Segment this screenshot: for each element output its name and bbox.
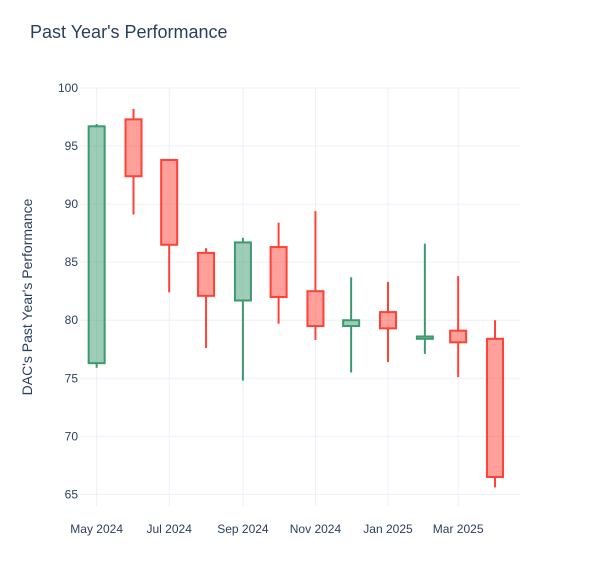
candle-body bbox=[197, 251, 216, 297]
candle-decreasing bbox=[486, 320, 505, 488]
candle-body bbox=[486, 337, 505, 478]
y-tick-label: 90 bbox=[65, 197, 79, 211]
candle-body bbox=[415, 335, 434, 340]
y-tick-label: 80 bbox=[65, 313, 79, 327]
candle-decreasing bbox=[124, 108, 143, 215]
candle-decreasing bbox=[379, 281, 397, 363]
x-tick-label: Nov 2024 bbox=[290, 522, 342, 536]
candle-body bbox=[124, 118, 143, 178]
candle-decreasing bbox=[449, 276, 468, 378]
candle-body bbox=[87, 125, 106, 365]
x-tick-label: Jul 2024 bbox=[147, 522, 193, 536]
candle-increasing bbox=[415, 243, 434, 354]
x-tick-label: Mar 2025 bbox=[433, 522, 484, 536]
candle-body bbox=[449, 329, 468, 344]
x-tick-label: Jan 2025 bbox=[363, 522, 413, 536]
x-tick-label: Sep 2024 bbox=[217, 522, 269, 536]
y-tick-label: 65 bbox=[65, 487, 79, 501]
chart-title: Past Year's Performance bbox=[30, 22, 228, 42]
candle-increasing bbox=[233, 237, 252, 381]
x-tick-label: May 2024 bbox=[70, 522, 123, 536]
candle-decreasing bbox=[197, 248, 216, 349]
y-axis-title: DAC's Past Year's Performance bbox=[19, 198, 35, 395]
candle-decreasing bbox=[269, 222, 288, 324]
grid-layer bbox=[80, 87, 520, 506]
candle-body bbox=[233, 241, 252, 302]
candle-increasing bbox=[87, 123, 106, 368]
candle-layer bbox=[87, 108, 505, 488]
y-tick-label: 95 bbox=[65, 139, 79, 153]
candle-increasing bbox=[342, 277, 361, 373]
y-tick-label: 75 bbox=[65, 371, 79, 385]
candle-body bbox=[306, 290, 325, 328]
y-tick-label: 70 bbox=[65, 429, 79, 443]
y-tick-label: 100 bbox=[58, 81, 78, 95]
candle-body bbox=[269, 246, 288, 298]
candle-body bbox=[160, 158, 179, 246]
y-tick-label: 85 bbox=[65, 255, 79, 269]
candle-decreasing bbox=[160, 158, 179, 293]
y-axis-ticks: 65 70 75 80 85 90 95 100 bbox=[58, 81, 78, 501]
x-axis-ticks: May 2024 Jul 2024 Sep 2024 Nov 2024 Jan 2025… bbox=[70, 522, 484, 536]
candle-body bbox=[379, 311, 397, 330]
candle-body bbox=[342, 319, 361, 328]
candle-decreasing bbox=[306, 211, 325, 340]
